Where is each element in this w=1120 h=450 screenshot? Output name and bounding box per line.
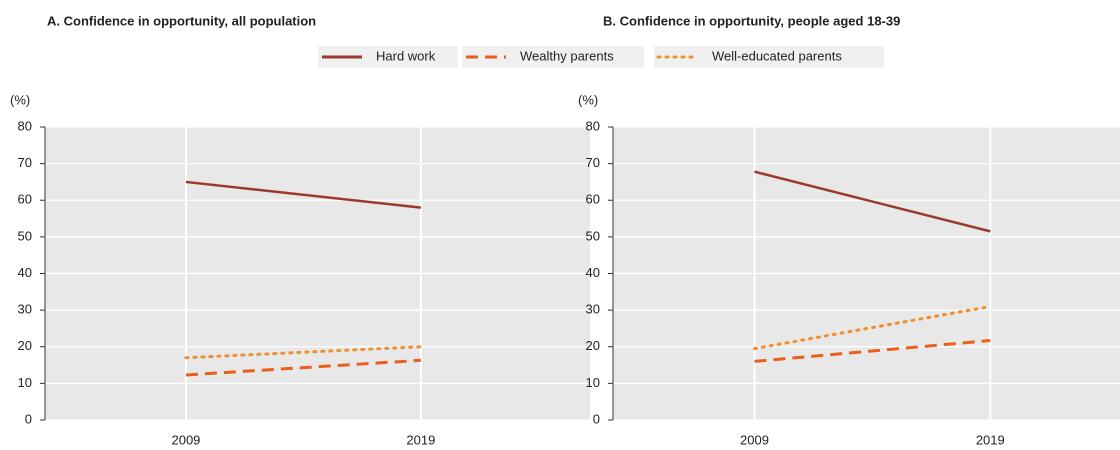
y-tick-label: 50 xyxy=(586,228,600,243)
y-tick-label: 40 xyxy=(18,265,32,280)
y-tick-label: 70 xyxy=(18,155,32,170)
legend-label: Well-educated parents xyxy=(712,48,842,63)
y-tick-label: 40 xyxy=(586,265,600,280)
series-line xyxy=(185,358,421,377)
legend-box xyxy=(318,46,458,68)
y-tick-label: 80 xyxy=(586,118,600,133)
legend-box xyxy=(462,46,644,68)
panel-title: A. Confidence in opportunity, all popula… xyxy=(47,13,316,28)
legend-box xyxy=(654,46,884,68)
y-tick-label: 50 xyxy=(18,228,32,243)
y-tick-label: 0 xyxy=(593,411,600,426)
y-tick-label: 30 xyxy=(18,302,32,317)
y-tick-label: 10 xyxy=(18,375,32,390)
x-tick-label: 2009 xyxy=(171,432,200,447)
x-tick-label: 2019 xyxy=(976,432,1005,447)
legend-label: Wealthy parents xyxy=(520,48,614,63)
series-line xyxy=(184,345,423,360)
y-tick-label: 70 xyxy=(586,155,600,170)
series-line xyxy=(185,180,421,209)
y-axis-label: (%) xyxy=(578,92,598,107)
y-tick-label: 0 xyxy=(25,411,32,426)
x-tick-label: 2009 xyxy=(740,432,769,447)
series-line xyxy=(754,339,991,363)
y-tick-label: 10 xyxy=(586,375,600,390)
panel-title: B. Confidence in opportunity, people age… xyxy=(603,13,900,28)
x-tick-label: 2019 xyxy=(406,432,435,447)
y-tick-label: 20 xyxy=(18,338,32,353)
y-tick-label: 60 xyxy=(586,192,600,207)
series-line xyxy=(752,304,992,351)
y-tick-label: 30 xyxy=(586,302,600,317)
legend-label: Hard work xyxy=(376,48,436,63)
series-line xyxy=(754,170,991,233)
y-axis-label: (%) xyxy=(10,92,30,107)
y-tick-label: 20 xyxy=(586,338,600,353)
y-tick-label: 60 xyxy=(18,192,32,207)
y-tick-label: 80 xyxy=(18,118,32,133)
